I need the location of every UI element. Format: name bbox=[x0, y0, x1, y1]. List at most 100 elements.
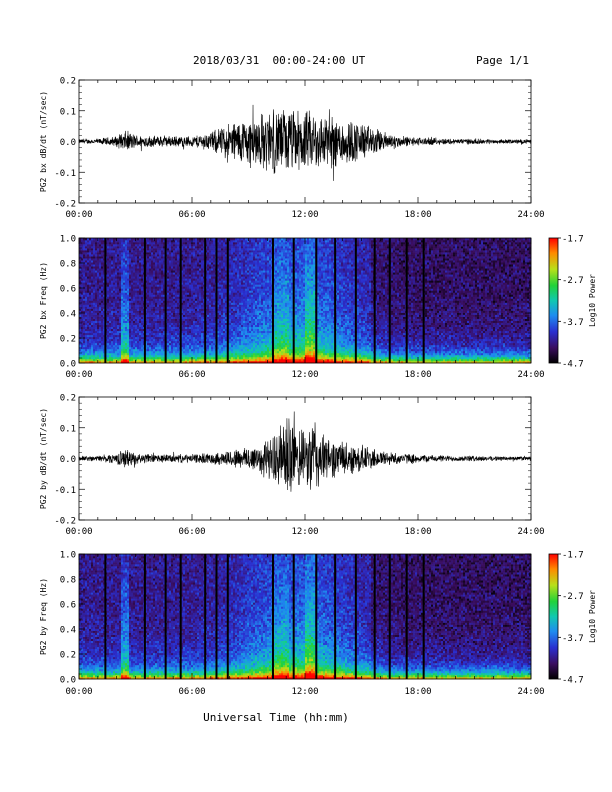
x-tick-label: 24:00 bbox=[517, 527, 544, 537]
gap-line bbox=[423, 238, 425, 363]
y-tick-label: 0.8 bbox=[60, 260, 76, 270]
x-tick-label: 00:00 bbox=[65, 687, 92, 697]
colorbar bbox=[549, 238, 558, 363]
x-tick-label: 06:00 bbox=[178, 527, 205, 537]
colorbar-tick-label: -4.7 bbox=[562, 676, 584, 686]
gap-line bbox=[374, 238, 376, 363]
x-tick-label: 24:00 bbox=[517, 687, 544, 697]
colorbar bbox=[549, 554, 558, 679]
gap-line bbox=[144, 554, 146, 679]
spectrogram-heatmap bbox=[79, 554, 531, 679]
gap-line bbox=[406, 238, 408, 363]
x-tick-label: 06:00 bbox=[178, 210, 205, 220]
y-tick-label: 0.2 bbox=[60, 335, 76, 345]
colorbar-label: Log10 Power bbox=[588, 274, 597, 327]
y-tick-label: 0.0 bbox=[60, 360, 76, 370]
gap-line bbox=[315, 554, 317, 679]
y-tick-label: -0.1 bbox=[54, 169, 76, 179]
waveform-line bbox=[79, 412, 531, 492]
gap-line bbox=[355, 238, 357, 363]
plots-svg: 00:00 06:00 12:00 18:00 24:00 -0.2 -0.1 0.0 0.1 0… bbox=[0, 0, 612, 792]
gap-line bbox=[334, 554, 336, 679]
y-tick-label: 0.1 bbox=[60, 107, 76, 117]
y-tick-label: 0.0 bbox=[60, 455, 76, 465]
gap-line bbox=[204, 554, 206, 679]
waveform-line bbox=[79, 105, 531, 181]
y-tick-label: -0.1 bbox=[54, 486, 76, 496]
x-tick-label: 12:00 bbox=[291, 527, 318, 537]
y-tick-label: 0.0 bbox=[60, 676, 76, 686]
spectrogram-heatmap bbox=[79, 238, 531, 363]
x-tick-label: 00:00 bbox=[65, 370, 92, 380]
x-axis-label: Universal Time (hh:mm) bbox=[203, 711, 349, 724]
y-tick-label: 0.2 bbox=[60, 394, 76, 404]
x-tick-label: 24:00 bbox=[517, 210, 544, 220]
x-tick-label: 00:00 bbox=[65, 527, 92, 537]
gap-line bbox=[165, 238, 167, 363]
gap-line bbox=[215, 554, 217, 679]
gap-line bbox=[165, 554, 167, 679]
panel-3: 00:00 06:00 12:00 18:00 24:00 -0.2 -0.1 0.0 0.1 0… bbox=[39, 394, 545, 538]
colorbar-tick-label: -2.7 bbox=[562, 276, 584, 286]
x-tick-label: 06:00 bbox=[178, 687, 205, 697]
gap-line bbox=[272, 238, 274, 363]
gap-line bbox=[406, 554, 408, 679]
gap-line bbox=[374, 554, 376, 679]
gap-line bbox=[293, 238, 295, 363]
panel-2: -1.7 -2.7 -3.7 -4.7 Log10 Power 00:00 06:00 12:… bbox=[39, 235, 597, 381]
panel-1: 00:00 06:00 12:00 18:00 24:00 -0.2 -0.1 0.0 0.1 0… bbox=[39, 77, 545, 221]
colorbar-tick-label: -1.7 bbox=[562, 551, 584, 561]
gap-line bbox=[227, 554, 229, 679]
gap-line bbox=[423, 554, 425, 679]
page: 2018/03/31 00:00-24:00 UT Page 1/1 00:00… bbox=[0, 0, 612, 792]
y-axis-label: PG2 bx Freq (Hz) bbox=[39, 262, 48, 339]
y-tick-label: 0.6 bbox=[60, 285, 76, 295]
x-tick-label: 18:00 bbox=[404, 687, 431, 697]
colorbar-tick-label: -1.7 bbox=[562, 235, 584, 245]
gap-line bbox=[389, 554, 391, 679]
y-tick-label: -0.2 bbox=[54, 517, 76, 527]
x-tick-label: 12:00 bbox=[291, 370, 318, 380]
panel-4: -1.7 -2.7 -3.7 -4.7 Log10 Power 00:00 06:00 12:… bbox=[39, 551, 597, 698]
colorbar-tick-label: -3.7 bbox=[562, 318, 584, 328]
x-tick-label: 18:00 bbox=[404, 527, 431, 537]
y-tick-label: 0.1 bbox=[60, 424, 76, 434]
gap-line bbox=[389, 238, 391, 363]
gap-line bbox=[334, 238, 336, 363]
y-tick-label: 0.8 bbox=[60, 576, 76, 586]
gap-line bbox=[272, 554, 274, 679]
y-axis-label: PG2 by dB/dt (nT/sec) bbox=[39, 408, 48, 509]
gap-line bbox=[215, 238, 217, 363]
x-tick-label: 24:00 bbox=[517, 370, 544, 380]
x-tick-label: 00:00 bbox=[65, 210, 92, 220]
gap-line bbox=[293, 554, 295, 679]
y-tick-label: 0.0 bbox=[60, 138, 76, 148]
gap-line bbox=[180, 554, 182, 679]
y-tick-label: 0.2 bbox=[60, 77, 76, 87]
colorbar-label: Log10 Power bbox=[588, 590, 597, 643]
gap-line bbox=[104, 554, 106, 679]
y-axis-label: PG2 by Freq (Hz) bbox=[39, 578, 48, 655]
x-tick-label: 18:00 bbox=[404, 370, 431, 380]
colorbar-tick-label: -3.7 bbox=[562, 634, 584, 644]
y-tick-label: 0.4 bbox=[60, 310, 76, 320]
x-tick-label: 06:00 bbox=[178, 370, 205, 380]
y-tick-label: 0.2 bbox=[60, 651, 76, 661]
y-tick-label: 1.0 bbox=[60, 235, 76, 245]
gap-line bbox=[227, 238, 229, 363]
y-tick-label: 0.6 bbox=[60, 601, 76, 611]
colorbar-tick-label: -2.7 bbox=[562, 592, 584, 602]
gap-line bbox=[355, 554, 357, 679]
gap-line bbox=[144, 238, 146, 363]
gap-line bbox=[315, 238, 317, 363]
x-tick-label: 18:00 bbox=[404, 210, 431, 220]
gap-line bbox=[204, 238, 206, 363]
y-tick-label: 0.4 bbox=[60, 626, 76, 636]
colorbar-tick-label: -4.7 bbox=[562, 360, 584, 370]
gap-line bbox=[180, 238, 182, 363]
y-axis-label: PG2 bx dB/dt (nT/sec) bbox=[39, 91, 48, 192]
y-tick-label: -0.2 bbox=[54, 200, 76, 210]
x-tick-label: 12:00 bbox=[291, 210, 318, 220]
x-tick-label: 12:00 bbox=[291, 687, 318, 697]
y-tick-label: 1.0 bbox=[60, 551, 76, 561]
